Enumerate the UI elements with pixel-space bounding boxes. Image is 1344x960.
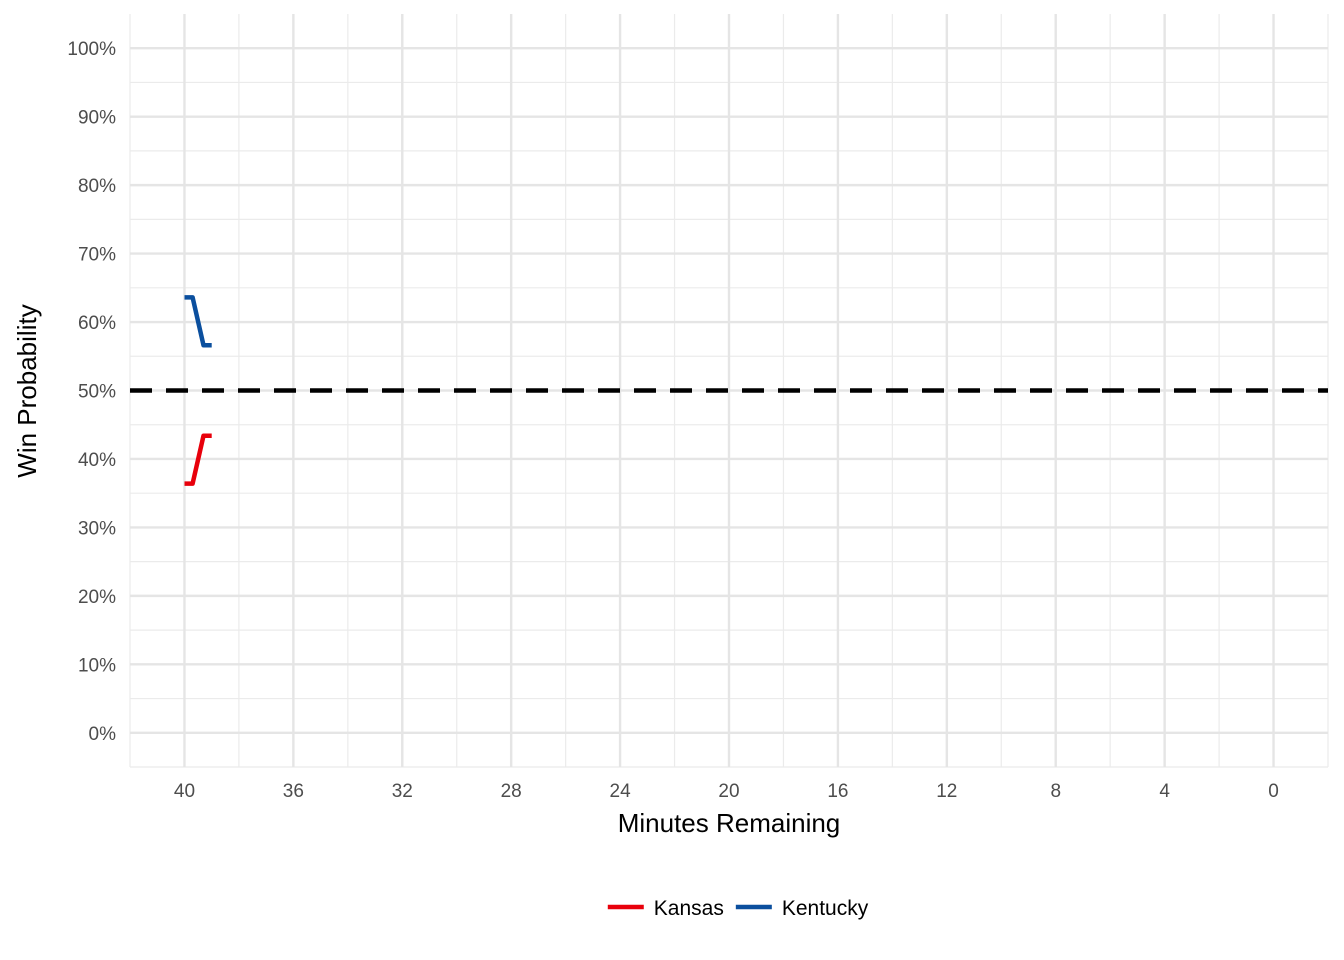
x-tick-label: 40 <box>174 781 195 802</box>
x-tick-label: 32 <box>392 781 413 802</box>
x-tick-label: 28 <box>501 781 522 802</box>
x-tick-label: 8 <box>1050 781 1061 802</box>
legend-label-kentucky: Kentucky <box>782 897 869 920</box>
y-tick-label: 70% <box>78 245 116 266</box>
y-tick-label: 50% <box>78 382 116 403</box>
x-axis-title: Minutes Remaining <box>618 808 841 838</box>
x-tick-label: 24 <box>610 781 632 802</box>
x-tick-label: 16 <box>827 781 848 802</box>
y-tick-label: 80% <box>78 176 116 197</box>
y-tick-label: 100% <box>67 39 116 60</box>
y-tick-label: 30% <box>78 518 116 539</box>
legend: Kansas Kentucky <box>607 897 869 920</box>
x-tick-label: 20 <box>718 781 739 802</box>
y-tick-label: 90% <box>78 108 116 129</box>
y-tick-label: 0% <box>89 724 117 745</box>
x-tick-label: 0 <box>1268 781 1279 802</box>
x-tick-label: 36 <box>283 781 304 802</box>
series-layer <box>184 295 212 486</box>
series-line-kentucky <box>184 295 212 348</box>
y-tick-label: 10% <box>78 655 116 676</box>
x-tick-label: 4 <box>1159 781 1170 802</box>
legend-label-kansas: Kansas <box>654 897 724 920</box>
y-axis-title: Win Probability <box>12 304 42 477</box>
x-tick-labels: 40 36 32 28 24 20 16 12 8 4 0 <box>174 781 1279 802</box>
y-tick-label: 20% <box>78 587 116 608</box>
series-line-kansas <box>184 433 212 486</box>
y-tick-label: 40% <box>78 450 116 471</box>
y-tick-labels: 0% 10% 20% 30% 40% 50% 60% 70% 80% 90% 100% <box>67 39 116 745</box>
y-tick-label: 60% <box>78 313 116 334</box>
x-tick-label: 12 <box>936 781 957 802</box>
